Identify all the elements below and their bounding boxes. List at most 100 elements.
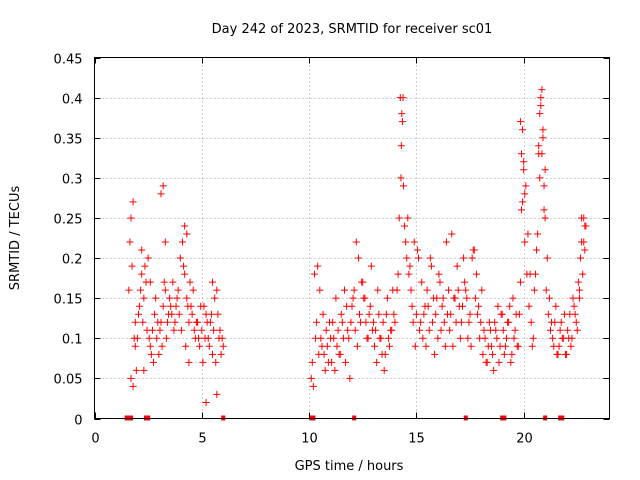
data-point [518,206,526,214]
data-point [397,142,405,150]
data-point [315,350,323,358]
axis-ticks: 0 0.05 0.1 0.15 0.2 0.25 0.3 0.35 0.4 0.45 0 5 10 15 2… [54,53,610,447]
data-point [556,326,564,334]
data-point [307,374,315,382]
data-point [333,342,341,350]
data-point [203,318,211,326]
data-point [405,270,413,278]
data-point [409,318,417,326]
data-point [366,302,374,310]
data-point [328,358,336,366]
data-point [440,318,448,326]
data-point [504,318,512,326]
data-point [171,318,179,326]
data-point [581,246,589,254]
data-point [195,334,203,342]
data-point [127,374,135,382]
data-point [464,334,472,342]
data-point [140,294,148,302]
data-point [449,342,457,350]
data-point [216,326,224,334]
data-point [309,382,317,390]
data-point [331,366,339,374]
data-point [180,262,188,270]
data-point [471,294,479,302]
data-point [159,302,167,310]
data-point [322,326,330,334]
data-point [433,294,441,302]
data-point [521,190,529,198]
data-point [139,318,147,326]
data-point [535,142,543,150]
data-point [535,150,543,158]
data-point [416,326,424,334]
data-point [314,262,322,270]
data-point [140,366,148,374]
data-point [574,278,582,286]
data-point [530,286,538,294]
data-point [537,94,545,102]
data-point [403,254,411,262]
data-point [154,318,162,326]
data-point [219,342,227,350]
data-point [581,222,589,230]
data-point [468,254,476,262]
data-point [572,318,580,326]
data-point [413,246,421,254]
data-point [437,326,445,334]
x-tick-label: 10 [301,432,318,447]
x-axis-label: GPS time / hours [295,459,404,474]
data-point [486,326,494,334]
data-point [575,286,583,294]
data-point [342,358,350,366]
data-point [495,358,503,366]
data-point [134,310,142,318]
data-point [540,206,548,214]
data-point [316,286,324,294]
x-tick-label: 15 [408,432,425,447]
data-point [137,286,145,294]
data-point [497,310,505,318]
data-point [169,278,177,286]
data-point [551,318,559,326]
data-point [176,254,184,262]
data-point [161,238,169,246]
y-tick-label: 0.15 [54,293,83,308]
data-point [151,310,159,318]
data-point [156,326,164,334]
data-point [165,310,173,318]
data-point [482,358,490,366]
chart-title: Day 242 of 2023, SRMTID for receiver sc0… [212,22,493,37]
data-point [127,214,135,222]
data-point [529,334,537,342]
data-point [577,254,585,262]
data-point [491,318,499,326]
data-point [564,326,572,334]
data-point [159,182,167,190]
data-point [196,342,204,350]
data-point [136,302,144,310]
data-point [183,230,191,238]
data-point [350,286,358,294]
data-point [152,294,160,302]
data-point [197,302,205,310]
data-point [479,350,487,358]
data-point [308,358,316,366]
data-point [481,334,489,342]
data-point [469,246,477,254]
data-point [484,342,492,350]
data-point [545,294,553,302]
data-point [353,342,361,350]
data-point [525,302,533,310]
data-point [570,302,578,310]
data-point [516,118,524,126]
data-point [129,198,137,206]
y-tick-label: 0.25 [54,213,83,228]
data-point [161,286,169,294]
data-point [128,262,136,270]
data-point [465,318,473,326]
data-point [425,326,433,334]
data-point [181,222,189,230]
data-point [538,86,546,94]
